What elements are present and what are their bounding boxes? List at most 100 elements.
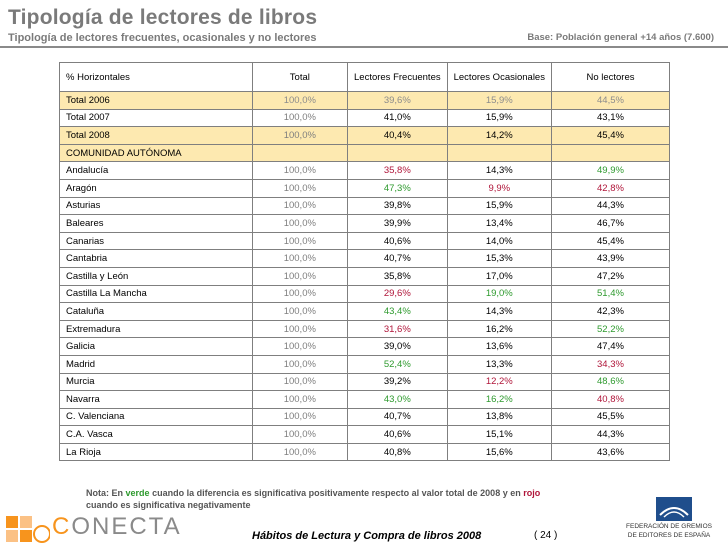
cell-ocasionales: 13,4% — [446, 214, 552, 233]
table-header-row: % Horizontales Total Lectores Frecuentes… — [59, 62, 671, 92]
conecta-rest: ONECTA — [71, 513, 182, 540]
cell-no-lectores: 43,6% — [550, 442, 671, 462]
column-header: No lectores — [550, 62, 671, 92]
cell-frecuentes: 40,8% — [347, 442, 448, 462]
cell-frecuentes: 31,6% — [347, 319, 448, 339]
row-label: Total 2008 — [59, 126, 253, 145]
row-label: Cantabria — [59, 249, 253, 268]
cell-frecuentes: 35,8% — [347, 161, 448, 180]
sample-base: Base: Población general +14 años (7.600) — [527, 32, 714, 43]
note-red-word: rojo — [523, 488, 541, 498]
cell-ocasionales: 14,3% — [446, 302, 552, 321]
cell-ocasionales: 15,6% — [446, 442, 552, 462]
page-title: Tipología de lectores de libros — [8, 6, 318, 29]
cell-no-lectores: 42,3% — [550, 302, 671, 321]
cell-no-lectores: 34,3% — [550, 354, 671, 374]
cell-no-lectores: 52,2% — [550, 319, 671, 339]
cell-total: 100,0% — [251, 284, 349, 304]
cell-ocasionales: 15,9% — [446, 108, 552, 128]
federation-line2: DE EDITORES DE ESPAÑA — [627, 532, 711, 539]
table-row: Madrid 100,0% 52,4% 13,3% 34,3% — [59, 354, 671, 374]
cell-no-lectores: 44,3% — [550, 196, 671, 216]
cell-total: 100,0% — [251, 108, 349, 128]
cell-no-lectores: 44,5% — [550, 91, 671, 110]
column-header: Lectores Frecuentes — [347, 62, 448, 92]
table-row: Murcia 100,0% 39,2% 12,2% 48,6% — [59, 372, 671, 392]
row-label: Asturias — [59, 196, 253, 216]
cell-ocasionales: 19,0% — [446, 284, 552, 304]
cell-frecuentes: 40,4% — [347, 126, 448, 145]
cell-no-lectores: 46,7% — [550, 214, 671, 233]
cell-no-lectores: 44,3% — [550, 425, 671, 444]
cell-ocasionales: 14,2% — [446, 126, 552, 145]
column-header: % Horizontales — [59, 62, 253, 92]
row-label: Castilla y León — [59, 266, 253, 286]
row-label: Castilla La Mancha — [59, 284, 253, 304]
cell-total: 100,0% — [251, 442, 349, 462]
table-row: Andalucía 100,0% 35,8% 14,3% 49,9% — [59, 161, 671, 180]
cell-no-lectores: 45,5% — [550, 407, 671, 427]
cell-total: 100,0% — [251, 390, 349, 409]
cell-frecuentes: 35,8% — [347, 266, 448, 286]
cell-total: 100,0% — [251, 372, 349, 392]
cell-no-lectores: 49,9% — [550, 161, 671, 180]
table-row: Aragón 100,0% 47,3% 9,9% 42,8% — [59, 178, 671, 198]
cell-total: 100,0% — [251, 196, 349, 216]
conecta-logo-icon — [6, 516, 50, 543]
row-label: Baleares — [59, 214, 253, 233]
cell-frecuentes: 39,6% — [347, 91, 448, 110]
cell-frecuentes: 43,0% — [347, 390, 448, 409]
table-row: Castilla y León 100,0% 35,8% 17,0% 47,2% — [59, 266, 671, 286]
row-label: Navarra — [59, 390, 253, 409]
row-label: Madrid — [59, 354, 253, 374]
cell-total: 100,0% — [251, 302, 349, 321]
row-label: Total 2006 — [59, 91, 253, 110]
row-label: Galicia — [59, 337, 253, 356]
cell-no-lectores: 42,8% — [550, 178, 671, 198]
table-row: La Rioja 100,0% 40,8% 15,6% 43,6% — [59, 442, 671, 462]
cell-no-lectores: 43,1% — [550, 108, 671, 128]
empty-cell — [446, 143, 552, 163]
page-number: ( 24 ) — [534, 530, 558, 541]
cell-ocasionales: 15,9% — [446, 91, 552, 110]
cell-ocasionales: 15,9% — [446, 196, 552, 216]
cell-ocasionales: 16,2% — [446, 319, 552, 339]
header-divider — [0, 46, 728, 48]
table-row: C. Valenciana 100,0% 40,7% 13,8% 45,5% — [59, 407, 671, 427]
cell-no-lectores: 45,4% — [550, 231, 671, 251]
row-label: La Rioja — [59, 442, 253, 462]
cell-ocasionales: 9,9% — [446, 178, 552, 198]
table-row: Baleares 100,0% 39,9% 13,4% 46,7% — [59, 214, 671, 233]
note-suffix: cuando es significativa negativamente — [86, 500, 251, 510]
cell-frecuentes: 40,6% — [347, 425, 448, 444]
cell-total: 100,0% — [251, 407, 349, 427]
cell-no-lectores: 40,8% — [550, 390, 671, 409]
row-label: C. Valenciana — [59, 407, 253, 427]
cell-frecuentes: 40,7% — [347, 407, 448, 427]
cell-total: 100,0% — [251, 319, 349, 339]
cell-frecuentes: 39,0% — [347, 337, 448, 356]
table-row: Castilla La Mancha 100,0% 29,6% 19,0% 51,4% — [59, 284, 671, 304]
cell-total: 100,0% — [251, 337, 349, 356]
cell-no-lectores: 47,2% — [550, 266, 671, 286]
row-label: C.A. Vasca — [59, 425, 253, 444]
cell-ocasionales: 12,2% — [446, 372, 552, 392]
cell-ocasionales: 15,1% — [446, 425, 552, 444]
cell-total: 100,0% — [251, 249, 349, 268]
conecta-initial: C — [52, 513, 72, 540]
cell-total: 100,0% — [251, 214, 349, 233]
cell-total: 100,0% — [251, 91, 349, 110]
cell-frecuentes: 39,9% — [347, 214, 448, 233]
empty-cell — [251, 143, 349, 163]
cell-frecuentes: 41,0% — [347, 108, 448, 128]
table-row: Navarra 100,0% 43,0% 16,2% 40,8% — [59, 390, 671, 409]
cell-total: 100,0% — [251, 161, 349, 180]
cell-frecuentes: 40,7% — [347, 249, 448, 268]
page-subtitle: Tipología de lectores frecuentes, ocasio… — [8, 32, 317, 44]
federation-name: FEDERACIÓN DE GREMIOS DE EDITORES DE ESP… — [614, 522, 724, 540]
conecta-wordmark: CONECTA — [52, 513, 182, 541]
cell-frecuentes: 52,4% — [347, 354, 448, 374]
column-header: Total — [251, 62, 349, 92]
cell-frecuentes: 29,6% — [347, 284, 448, 304]
cell-total: 100,0% — [251, 425, 349, 444]
